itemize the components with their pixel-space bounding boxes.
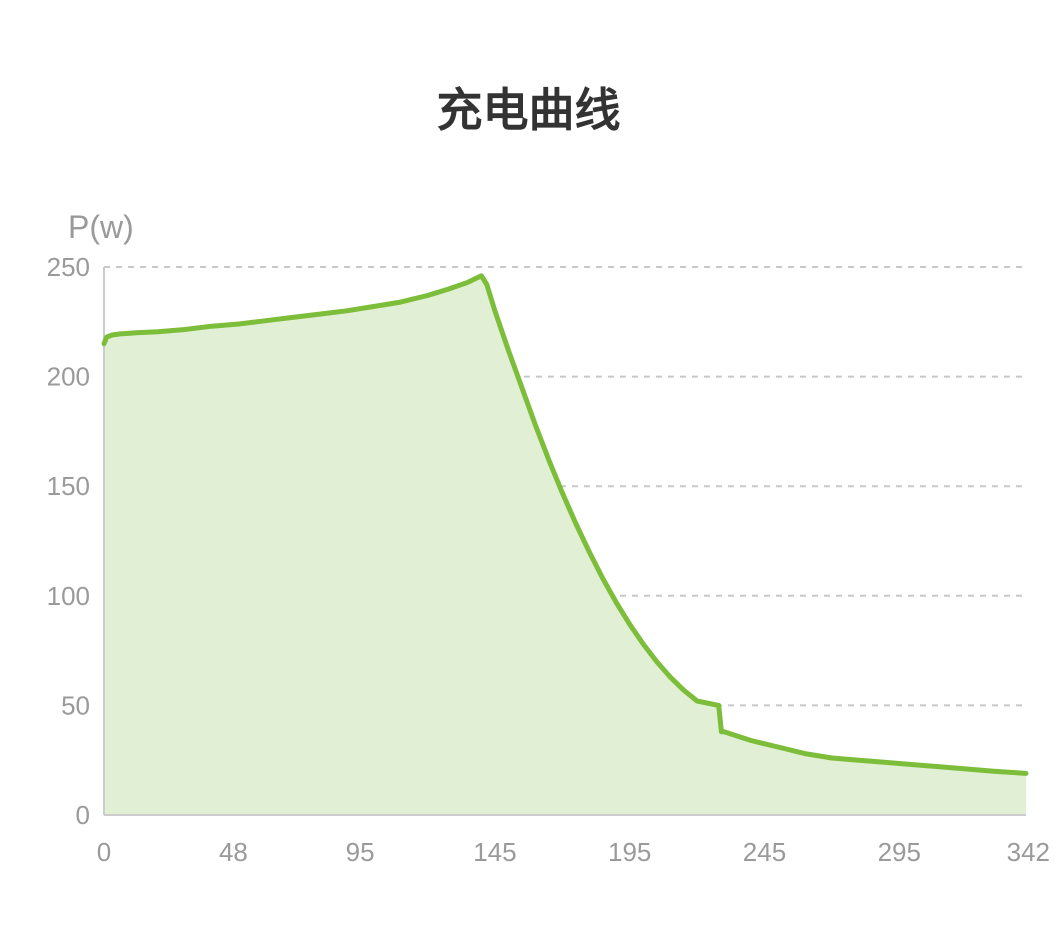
- area-fill: [104, 275, 1026, 815]
- series-line: [101, 273, 1029, 776]
- y-tick-label: 250: [47, 252, 90, 282]
- y-tick-labels: 0 50 100 150 200 250: [47, 252, 90, 830]
- y-tick-label: 150: [47, 471, 90, 501]
- x-tick-label: 342: [1007, 837, 1050, 867]
- x-tick-label: 295: [878, 837, 921, 867]
- y-tick-label: 100: [47, 581, 90, 611]
- x-tick-label: 245: [743, 837, 786, 867]
- x-tick-label: 145: [473, 837, 516, 867]
- y-tick-label: 200: [47, 362, 90, 392]
- chart-title: 充电曲线: [436, 83, 621, 137]
- x-tick-label: 195: [608, 837, 651, 867]
- y-tick-label: 50: [61, 690, 90, 720]
- y-axis-label: P(w): [68, 209, 134, 245]
- x-tick-label: 0: [97, 837, 111, 867]
- x-tick-label: 48: [219, 837, 248, 867]
- y-tick-label: 0: [76, 800, 90, 830]
- x-tick-labels: 0 48 95 145 195 245 295 342: [97, 837, 1050, 867]
- x-tick-label: 95: [346, 837, 375, 867]
